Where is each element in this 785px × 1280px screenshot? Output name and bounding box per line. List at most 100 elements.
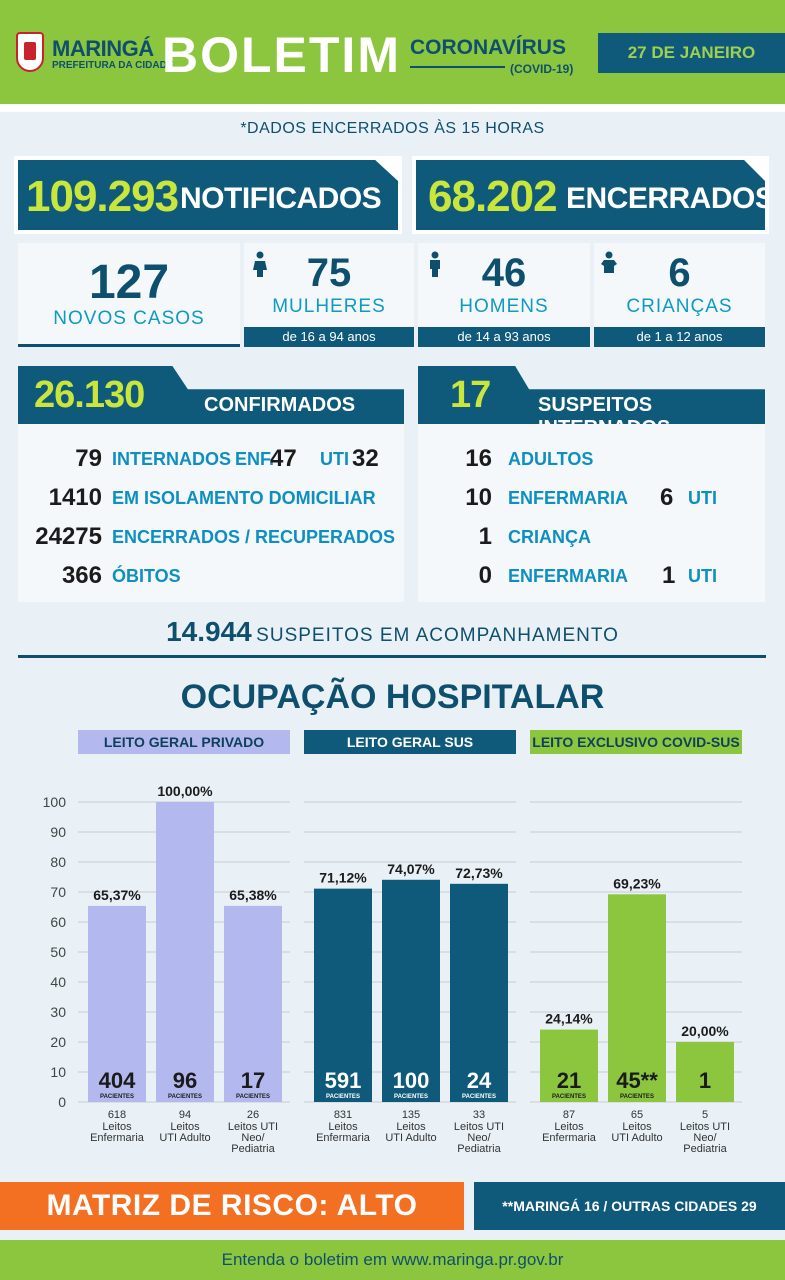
- internados-value: 79: [75, 445, 102, 472]
- bar-category-label: Leitos: [554, 1121, 584, 1133]
- coronavirus-label: CORONAVÍRUS: [410, 36, 566, 59]
- bar-value-label: 20,00%: [681, 1023, 729, 1039]
- recuperados-label: ENCERRADOS / RECUPERADOS: [112, 527, 396, 547]
- confirmados-panel: [18, 424, 404, 602]
- bar-leitos-count: 26: [247, 1109, 259, 1121]
- bar-category-label: Enfermaria: [542, 1132, 597, 1144]
- date-label: 27 DE JANEIRO: [627, 43, 756, 62]
- mulheres-label: MULHERES: [272, 296, 386, 317]
- city-name: MARINGÁ: [52, 36, 154, 61]
- uti-label: UTI: [320, 449, 349, 469]
- homens-label: HOMENS: [459, 296, 549, 317]
- bar-patients-caption: PACIENTES: [462, 1094, 496, 1100]
- bar-category-label: UTI Adulto: [159, 1132, 210, 1144]
- adultos-uti-value: 6: [660, 484, 674, 511]
- footer-link-text: Entenda o boletim em www.maringa.pr.gov.…: [221, 1250, 564, 1269]
- enf-value: 47: [270, 445, 297, 472]
- isolamento-value: 1410: [48, 484, 102, 511]
- mulheres-age-range: de 16 a 94 anos: [244, 327, 414, 347]
- header-divider: [0, 104, 785, 112]
- y-tick-label: 40: [50, 974, 66, 990]
- bar: [450, 883, 508, 1102]
- bar-value-label: 100,00%: [157, 783, 213, 799]
- suspeitos-panel: [418, 424, 765, 602]
- bar-patients-count: 21: [557, 1068, 581, 1093]
- novos-casos-card: 127 NOVOS CASOS: [18, 243, 240, 347]
- bulletin-title: BOLETIM: [162, 27, 401, 83]
- bar-value-label: 72,73%: [455, 865, 503, 881]
- bar-patients-caption: PACIENTES: [236, 1094, 270, 1100]
- crianca-value: 1: [478, 523, 492, 550]
- bar-leitos-count: 831: [334, 1109, 352, 1121]
- bar-category-label: Neo/: [241, 1132, 265, 1144]
- novos-casos-value: 127: [88, 256, 170, 309]
- encerrados-value: 68.202: [428, 172, 558, 221]
- acompanhamento-label: SUSPEITOS EM ACOMPANHAMENTO: [256, 625, 619, 646]
- y-tick-label: 10: [50, 1064, 66, 1080]
- bar-leitos-count: 87: [563, 1109, 575, 1121]
- suspeitos-banner: 17 SUSPEITOS INTERNADOS: [418, 366, 765, 424]
- confirmados-value: 26.130: [34, 374, 145, 416]
- bar-leitos-count: 618: [108, 1109, 126, 1121]
- uti-value: 32: [352, 445, 379, 472]
- bar-value-label: 65,37%: [93, 887, 141, 903]
- bar-category-label: Leitos: [622, 1121, 652, 1133]
- bar-leitos-count: 5: [702, 1109, 708, 1121]
- y-tick-label: 30: [50, 1004, 66, 1020]
- bar-category-label: Leitos UTI: [454, 1121, 504, 1133]
- bar-patients-count: 24: [467, 1068, 492, 1093]
- notificados-banner: 109.293 NOTIFICADOS: [18, 160, 398, 230]
- y-tick-label: 70: [50, 884, 66, 900]
- adultos-value: 16: [465, 445, 492, 472]
- crianca-uti-value: 1: [662, 562, 676, 589]
- bar-category-label: Enfermaria: [90, 1132, 145, 1144]
- bar-leitos-count: 94: [179, 1109, 191, 1121]
- adultos-uti-label: UTI: [688, 488, 717, 508]
- criancas-value: 6: [668, 251, 691, 295]
- man-icon: [430, 251, 440, 277]
- bar-patients-count: 45**: [616, 1068, 658, 1093]
- bar-patients-count: 404: [99, 1068, 136, 1093]
- bar-patients-caption: PACIENTES: [326, 1094, 360, 1100]
- acompanhamento-value: 14.944: [166, 616, 252, 647]
- bar-category-label: Leitos: [396, 1121, 426, 1133]
- bar: [224, 905, 282, 1102]
- bar-category-label: Enfermaria: [316, 1132, 371, 1144]
- occupancy-chart: 010203040506070809010065,37%404PACIENTES…: [43, 783, 742, 1155]
- bar-category-label: UTI Adulto: [611, 1132, 662, 1144]
- risk-banner: MATRIZ DE RISCO: ALTO: [0, 1182, 464, 1230]
- homens-value: 46: [481, 251, 527, 295]
- bar-category-label: Leitos: [328, 1121, 358, 1133]
- y-tick-label: 0: [58, 1094, 66, 1110]
- criancas-card: 6 CRIANÇAS de 1 a 12 anos: [594, 243, 765, 347]
- mulheres-card: 75 MULHERES de 16 a 94 anos: [244, 243, 414, 347]
- bar-patients-count: 100: [393, 1068, 430, 1093]
- bar: [314, 888, 372, 1102]
- group-header-covid: LEITO EXCLUSIVO COVID-SUS: [530, 730, 742, 754]
- homens-card: 46 HOMENS de 14 a 93 anos: [418, 243, 590, 347]
- crianca-enf-label: ENFERMARIA: [508, 566, 628, 586]
- covid-label: (COVID-19): [510, 62, 574, 76]
- bar-category-label: UTI Adulto: [385, 1132, 436, 1144]
- notificados-value: 109.293: [26, 172, 179, 221]
- crianca-label: CRIANÇA: [508, 527, 591, 547]
- bar: [676, 1042, 734, 1102]
- y-tick-label: 90: [50, 824, 66, 840]
- bar-category-label: Leitos UTI: [680, 1121, 730, 1133]
- origin-label: **MARINGÁ 16 / OUTRAS CIDADES 29: [502, 1198, 757, 1214]
- novos-casos-label: NOVOS CASOS: [53, 308, 205, 329]
- bar-category-label: Leitos: [102, 1121, 132, 1133]
- bar: [88, 905, 146, 1102]
- bar-leitos-count: 135: [402, 1109, 420, 1121]
- bar: [608, 894, 666, 1102]
- bar-value-label: 24,14%: [545, 1011, 593, 1027]
- acompanhamento-divider: [18, 655, 766, 658]
- internados-label: INTERNADOS: [112, 449, 232, 469]
- bar-value-label: 69,23%: [613, 875, 661, 891]
- data-cutoff-note: *DADOS ENCERRADOS ÀS 15 HORAS: [240, 120, 545, 137]
- bar-category-label: Leitos: [170, 1121, 200, 1133]
- adultos-label: ADULTOS: [508, 449, 594, 469]
- encerrados-label: ENCERRADOS: [566, 182, 775, 215]
- coronavirus-underline: [410, 66, 505, 68]
- confirmados-banner: 26.130 CONFIRMADOS: [18, 366, 404, 424]
